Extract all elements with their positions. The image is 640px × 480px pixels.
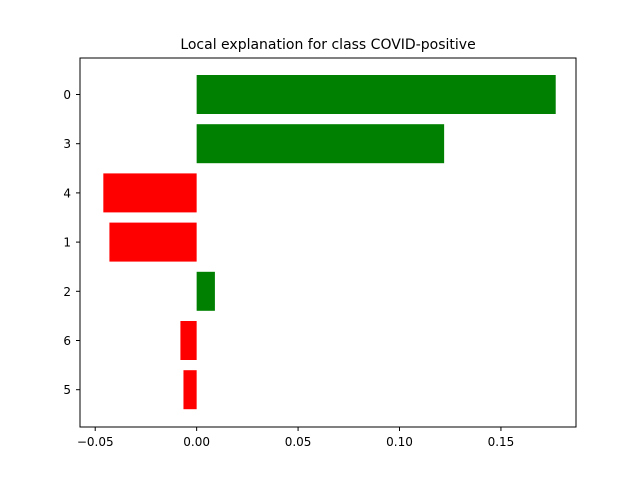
bar-feature-6 (180, 321, 197, 360)
chart-title: Local explanation for class COVID-positi… (180, 37, 475, 53)
x-tick-label: 0.05 (285, 435, 312, 449)
x-tick-label: 0.15 (488, 435, 515, 449)
x-tick-label: 0.00 (183, 435, 210, 449)
x-axis-ticks: −0.05 0.00 0.05 0.10 0.15 (77, 427, 514, 449)
y-tick-label: 2 (63, 285, 71, 299)
y-tick-label: 4 (63, 186, 71, 200)
y-tick-label: 1 (63, 236, 71, 250)
y-tick-label: 0 (63, 88, 71, 102)
x-tick-label: −0.05 (77, 435, 114, 449)
bar-feature-1 (109, 222, 197, 262)
plot-frame (79, 57, 577, 428)
bar-feature-0 (196, 75, 556, 114)
bar-feature-2 (196, 271, 215, 311)
y-tick-label: 5 (63, 383, 71, 397)
bar-feature-3 (196, 124, 445, 164)
y-tick-label: 6 (63, 334, 71, 348)
y-tick-label: 3 (63, 137, 71, 151)
bar-feature-4 (103, 173, 197, 213)
y-axis-ticks: 0 3 4 1 2 6 5 (63, 88, 80, 397)
x-tick-label: 0.10 (386, 435, 413, 449)
bars-group (103, 75, 556, 410)
bar-feature-5 (183, 370, 197, 410)
